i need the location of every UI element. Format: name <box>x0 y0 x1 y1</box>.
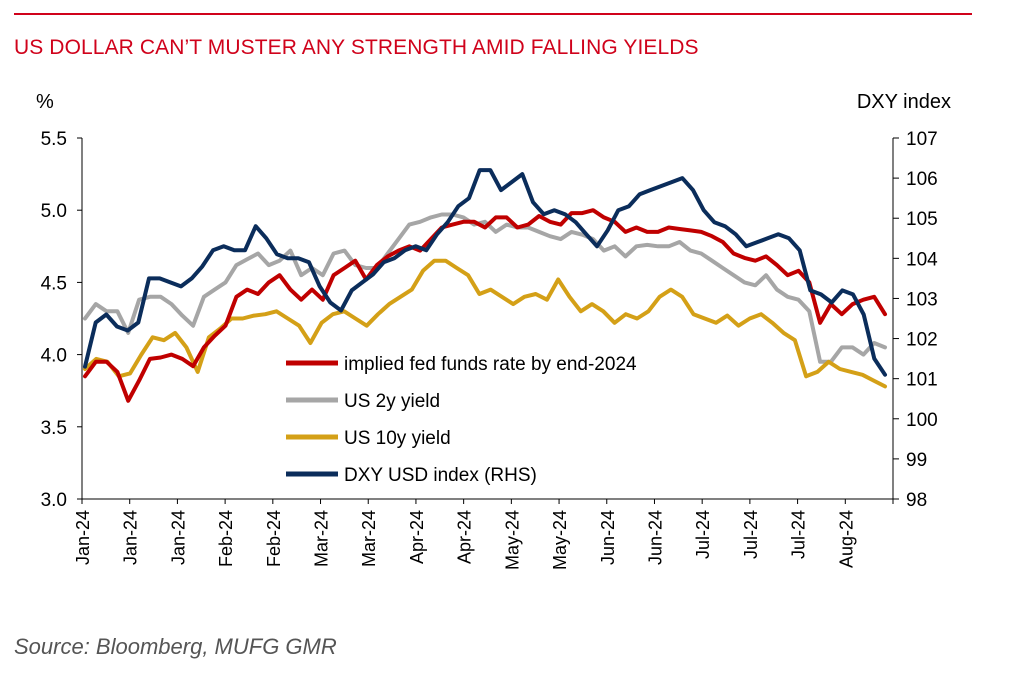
legend-label-3: DXY USD index (RHS) <box>344 465 537 486</box>
right-axis-label: DXY index <box>857 91 951 113</box>
right-tick-label: 107 <box>906 129 938 150</box>
axes: % DXY index 3.0 3.5 4.0 4.5 5.0 5.5 98 99 100 101 10… <box>36 91 951 570</box>
source-note: Source: Bloomberg, MUFG GMR <box>14 634 337 659</box>
x-tick-label: Mar-24 <box>312 510 332 567</box>
right-tick-label: 101 <box>906 370 938 391</box>
x-tick-label: Jul-24 <box>789 510 809 559</box>
legend-label-1: US 2y yield <box>344 391 440 412</box>
series-line-0 <box>83 208 887 403</box>
right-tick-label: 103 <box>906 289 938 310</box>
left-tick-label: 4.5 <box>41 273 67 294</box>
right-tick-label: 99 <box>906 450 927 471</box>
left-tick-label: 3.0 <box>41 490 67 511</box>
x-tick-label: Jan-24 <box>121 510 141 565</box>
x-tick-label: Mar-24 <box>359 510 379 567</box>
series-lines <box>83 168 887 403</box>
legend-label-0: implied fed funds rate by end-2024 <box>344 354 637 375</box>
right-tick-label: 98 <box>906 490 927 511</box>
x-tick-label: Jun-24 <box>598 510 618 565</box>
top-rule <box>14 13 972 15</box>
right-tick-label: 106 <box>906 169 938 190</box>
x-tick-label: Jul-24 <box>693 510 713 559</box>
x-tick-label: Jan-24 <box>73 510 93 565</box>
x-tick-label: Jan-24 <box>168 510 188 565</box>
left-axis-label: % <box>36 91 54 113</box>
left-tick-label: 4.0 <box>41 346 67 367</box>
chart-title: US DOLLAR CAN’T MUSTER ANY STRENGTH AMID… <box>14 36 699 59</box>
left-tick-label: 5.0 <box>41 201 67 222</box>
x-tick-label: Jun-24 <box>645 510 665 565</box>
x-tick-label: May-24 <box>502 510 522 570</box>
right-tick-label: 105 <box>906 209 938 230</box>
x-tick-label: Feb-24 <box>264 510 284 567</box>
x-tick-label: Apr-24 <box>455 510 475 564</box>
x-tick-label: Apr-24 <box>407 510 427 564</box>
x-tick-label: Aug-24 <box>836 510 856 568</box>
right-tick-label: 104 <box>906 249 938 270</box>
x-tick-label: Jul-24 <box>741 510 761 559</box>
left-tick-label: 5.5 <box>41 129 67 150</box>
right-tick-label: 102 <box>906 330 938 351</box>
series-line-3 <box>83 168 887 377</box>
x-tick-label: May-24 <box>550 510 570 570</box>
series-line-1 <box>83 212 887 364</box>
x-tick-label: Feb-24 <box>216 510 236 567</box>
right-tick-label: 100 <box>906 410 938 431</box>
legend: implied fed funds rate by end-2024 US 2y … <box>286 354 637 486</box>
left-tick-label: 3.5 <box>41 418 67 439</box>
legend-label-2: US 10y yield <box>344 428 451 449</box>
